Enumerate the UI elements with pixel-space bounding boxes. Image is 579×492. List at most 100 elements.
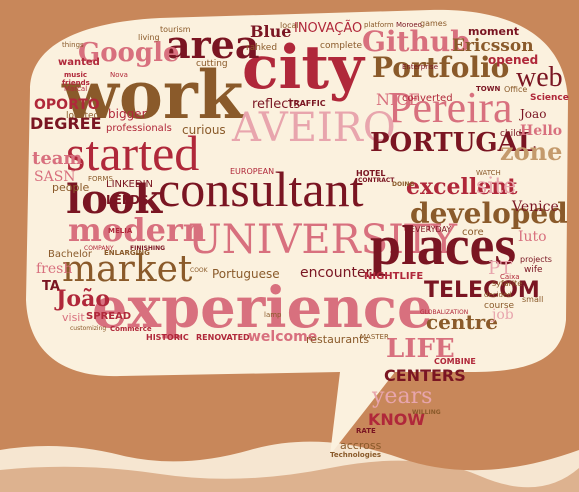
word-renovated: RENOVATED	[196, 333, 250, 342]
word-projects: projects	[520, 255, 552, 264]
word-telecom: TELECOM	[424, 278, 540, 303]
word-encounter: encounter	[300, 265, 372, 281]
word-cutting: cutting	[196, 59, 228, 69]
word-doing: DOING	[392, 181, 415, 188]
word-pereira: Pereira	[388, 83, 513, 132]
word-platform: platform	[364, 21, 394, 29]
word-enlarging: ENLARGING	[104, 249, 150, 257]
word-european: EUROPEAN	[230, 167, 275, 176]
word-sasn: SASN	[34, 169, 76, 185]
word-developed: developed	[410, 197, 568, 230]
word-wanted: wanted	[58, 57, 100, 68]
word-course: course	[484, 301, 515, 311]
word-lamp: lamp	[264, 311, 282, 319]
word-commerce: Commerce	[110, 325, 152, 333]
word-zone: zone	[500, 137, 563, 166]
word-science: Science	[530, 93, 569, 103]
word-site: site	[476, 174, 517, 199]
word-wife: wife	[524, 265, 543, 275]
word-nova: Nova	[110, 71, 128, 79]
word-rate: RATE	[356, 427, 376, 435]
word-games: games	[420, 19, 447, 28]
word-inovacao: INOVAÇÃO	[294, 21, 363, 36]
word-work: work	[62, 56, 244, 134]
word-marcal: Marcal	[64, 85, 88, 93]
word-ta: TA	[42, 279, 60, 294]
word-curious: curious	[182, 123, 226, 137]
word-contract: CONTRACT	[358, 177, 395, 184]
word-consultant: consultant	[158, 161, 364, 217]
word-things: things	[62, 41, 84, 49]
word-excellent: excellent	[406, 174, 518, 200]
word-traffic: TRAFFIC	[288, 99, 326, 108]
word-watch: WATCH	[476, 169, 501, 177]
word-degree: DEGREE	[30, 114, 102, 133]
word-decided: decided	[484, 291, 512, 299]
word-moroeo: Moroeo	[396, 21, 422, 29]
word-caixa: Caixa	[500, 273, 520, 281]
word-job: job	[492, 307, 514, 323]
word-complete: complete	[320, 41, 363, 51]
word-city: city	[242, 33, 364, 103]
word-spread: SPREAD	[86, 311, 132, 322]
word-portuguese: Portuguese	[212, 267, 280, 281]
word-know: KNOW	[368, 410, 426, 429]
word-company: COMPANY	[84, 245, 114, 252]
word-portugal: PORTUGAL	[370, 128, 537, 158]
word-globalization: GLOBALIZATION	[420, 309, 469, 316]
word-town: TOWN	[476, 85, 501, 93]
word-music: music	[64, 71, 87, 79]
word-centers: CENTERS	[384, 366, 466, 385]
word-university: UNIVERSITY	[188, 217, 458, 263]
word-technologies: Technologies	[330, 451, 382, 459]
word-friends: friends	[62, 79, 90, 87]
word-finishing: FINISHING	[130, 245, 166, 252]
word-customizing: customizing	[70, 325, 107, 332]
word-experience: experience	[92, 275, 433, 341]
word-google: Google	[78, 38, 180, 68]
word-bachelor: Bachelor	[48, 249, 92, 260]
word-enterprise: Enterprise	[402, 63, 439, 71]
word-github: Github	[362, 25, 470, 58]
word-cook: COOK	[190, 267, 208, 274]
word-accross: accross	[340, 439, 382, 452]
word-ericsson: Ericsson	[452, 36, 534, 56]
word-child: child	[500, 129, 522, 139]
word-aveiro: AVEIRO	[232, 105, 396, 151]
word-rahked: rahked	[246, 43, 278, 53]
word-centre: centre	[426, 310, 498, 334]
word-converted: converted	[402, 93, 453, 104]
word-professionals: professionals	[106, 123, 172, 134]
word-linkedin: LINKEDIN	[106, 179, 154, 190]
word-local: local	[280, 21, 299, 30]
word-syfarite: syfarite	[492, 279, 523, 288]
word-nice: NICE	[376, 90, 421, 109]
word-welcome: welcome	[248, 329, 318, 345]
word-joao-small: Joao	[520, 107, 547, 121]
word-bigger: bigger	[108, 107, 147, 121]
word-master: MASTER	[360, 333, 389, 341]
word-everyday: EVERYDAY	[410, 225, 452, 234]
word-joao: João	[56, 286, 111, 312]
word-people: people	[52, 181, 90, 194]
word-restaurants: restaurants	[306, 333, 370, 346]
word-historic: HISTORIC	[146, 333, 189, 342]
word-opened: opened	[488, 53, 539, 67]
word-places: places	[370, 215, 517, 277]
word-combine: COMBINE	[434, 357, 476, 366]
word-area: area	[166, 22, 260, 67]
word-blue: Blue	[250, 22, 292, 41]
word-moment: moment	[468, 25, 520, 38]
word-melia: MELIA	[108, 227, 133, 235]
word-venice: Venice	[512, 199, 559, 215]
word-iuto: Iuto	[518, 229, 547, 245]
word-oporto: OPORTO	[34, 97, 100, 113]
word-hotel: HOTEL	[356, 169, 386, 178]
word-tourism: tourism	[160, 25, 191, 34]
word-leeds: LEEDS	[106, 193, 149, 207]
word-hello: Hello	[520, 123, 563, 139]
word-office: Office	[504, 85, 528, 94]
word-team: team	[32, 148, 83, 169]
word-located: located	[66, 111, 100, 121]
